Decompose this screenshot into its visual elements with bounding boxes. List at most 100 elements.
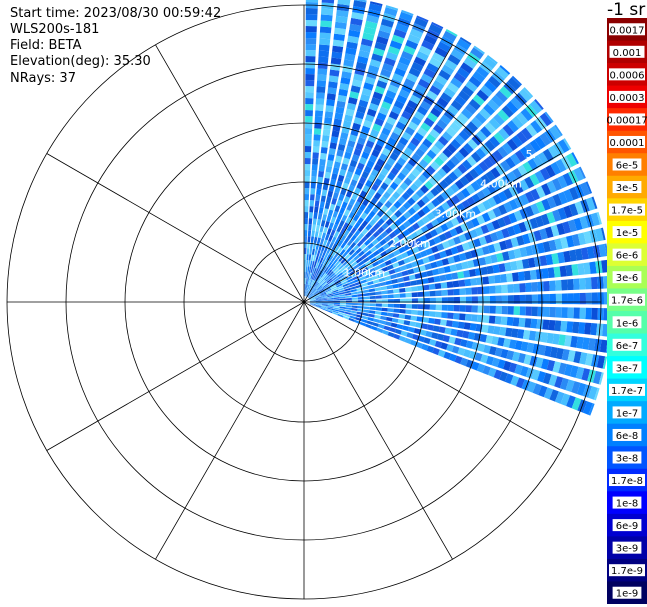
range-gate — [382, 255, 390, 262]
range-gate — [367, 242, 375, 250]
range-gate — [537, 306, 544, 317]
range-gate — [505, 156, 516, 169]
range-gate — [568, 186, 579, 201]
colorbar-label: 1.7e-8 — [611, 476, 643, 487]
colorbar: 0.00170.0010.00060.00030.000170.00016e-5… — [607, 18, 647, 604]
range-gate — [447, 104, 459, 116]
range-gate — [549, 306, 556, 318]
range-gate — [487, 244, 496, 254]
beta-scan-sector — [304, 0, 612, 416]
range-gate — [350, 128, 360, 137]
range-gate — [443, 109, 456, 121]
range-gate — [531, 294, 538, 304]
range-gate — [535, 268, 543, 280]
range-gate — [372, 322, 379, 327]
range-gate — [549, 389, 559, 402]
range-gate — [304, 254, 307, 261]
range-gate — [585, 292, 592, 305]
range-gate — [333, 304, 340, 307]
range-gate — [313, 236, 318, 244]
range-gate — [346, 255, 354, 262]
range-gate — [441, 304, 448, 311]
range-gate — [346, 203, 353, 212]
range-gate — [348, 134, 358, 143]
colorbar-title: -1 sr — [607, 0, 646, 20]
range-gate — [491, 357, 500, 368]
range-gate — [418, 158, 429, 169]
range-gate — [534, 136, 546, 150]
range-gate — [500, 348, 509, 359]
range-gate — [428, 283, 436, 290]
range-gate — [555, 307, 562, 318]
range-gate — [317, 62, 328, 70]
range-gate — [330, 229, 336, 237]
colorbar-label: 6e-9 — [616, 521, 639, 532]
range-gate — [357, 272, 365, 278]
range-gate — [393, 293, 400, 298]
range-gate — [305, 74, 315, 81]
range-gate — [559, 265, 567, 277]
range-gate — [328, 209, 334, 217]
range-gate — [514, 149, 526, 163]
range-gate — [316, 276, 321, 282]
range-gate — [343, 237, 350, 244]
range-gate — [469, 229, 478, 239]
range-gate — [562, 221, 571, 234]
range-gate — [560, 393, 571, 407]
range-gate — [366, 108, 377, 117]
range-gate — [460, 62, 474, 74]
range-gate — [566, 321, 574, 333]
range-gate — [400, 238, 409, 246]
range-gate — [546, 180, 557, 194]
range-gate — [355, 111, 365, 120]
range-gate — [407, 225, 415, 234]
range-gate — [354, 266, 362, 273]
range-gate — [375, 291, 382, 295]
range-gate — [371, 275, 379, 281]
range-gate — [416, 316, 424, 322]
range-gate — [327, 279, 334, 285]
range-gate — [320, 307, 327, 311]
range-gate — [421, 215, 431, 224]
range-gate — [353, 237, 361, 245]
range-gate — [478, 236, 487, 246]
range-gate — [409, 94, 421, 105]
range-gate — [330, 284, 337, 289]
colorbar-label-bg — [609, 68, 645, 81]
range-gate — [536, 242, 545, 254]
range-gate — [364, 273, 372, 279]
range-gate — [422, 154, 433, 164]
range-gate — [315, 255, 319, 263]
range-gate — [307, 284, 310, 291]
range-gate — [423, 34, 437, 46]
range-gate — [326, 240, 331, 248]
range-gate — [566, 235, 575, 248]
range-gate — [468, 350, 477, 360]
colorbar-label-bg — [612, 338, 642, 351]
range-gate — [337, 94, 347, 103]
range-gate — [411, 193, 421, 202]
range-gate — [357, 232, 365, 240]
range-gate — [321, 281, 327, 286]
range-gate — [304, 236, 308, 243]
range-gate — [411, 304, 418, 309]
range-gate — [305, 8, 318, 15]
range-gate — [323, 267, 329, 273]
range-gate — [309, 296, 315, 300]
colorbar-label-bg — [612, 226, 642, 239]
range-gate — [304, 272, 306, 279]
range-gate — [393, 288, 400, 294]
range-gate — [434, 340, 443, 348]
range-gate — [305, 26, 317, 33]
range-gate — [325, 105, 335, 113]
range-gate — [431, 21, 444, 30]
range-gate — [429, 128, 440, 139]
range-gate — [376, 80, 388, 89]
range-gate — [390, 273, 397, 280]
range-gate — [319, 32, 331, 40]
range-gate — [349, 91, 360, 99]
range-gate — [446, 143, 457, 154]
range-gate — [307, 284, 311, 291]
range-gate — [383, 162, 393, 172]
range-gate — [531, 306, 538, 317]
